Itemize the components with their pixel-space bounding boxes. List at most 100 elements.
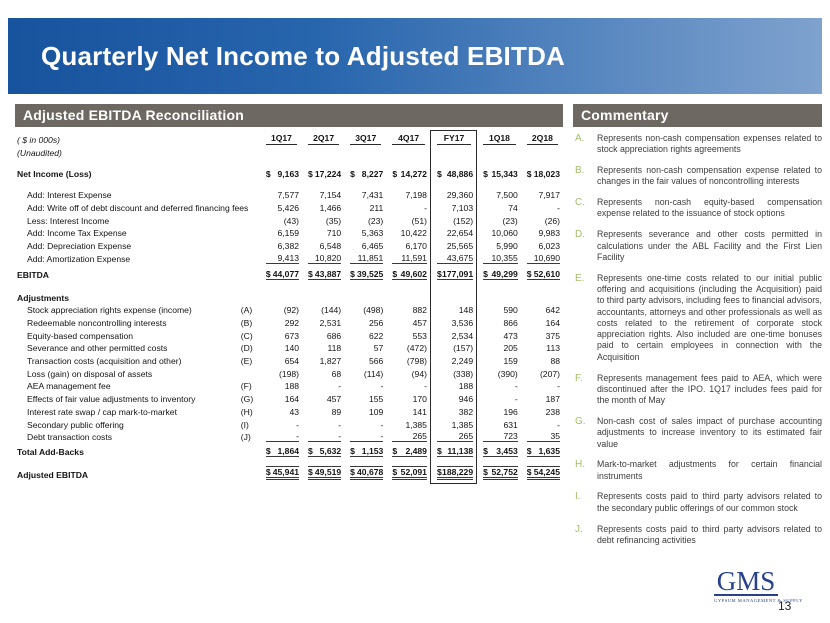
value-cell [344, 290, 386, 303]
value-cell: 6,548 [319, 240, 342, 251]
value-cell: (94) [411, 368, 427, 379]
commentary-section-header: Commentary [573, 104, 822, 127]
value-cell: 7,431 [361, 190, 384, 201]
dollar-sign: $ [308, 446, 313, 457]
value-cell: 673 [284, 330, 300, 341]
value-cell: 113 [546, 343, 560, 354]
row-label: Net Income (Loss) [17, 168, 92, 179]
value-cell: - [514, 394, 518, 405]
column-header: 4Q17 [386, 131, 430, 145]
value-cell: (198) [278, 368, 300, 379]
row-label: Severance and other permitted costs [27, 343, 168, 354]
row-label: Stock appreciation rights expense (incom… [27, 305, 192, 316]
reconciliation-section-header: Adjusted EBITDA Reconciliation [15, 104, 563, 127]
value-cell: 2,249 [429, 353, 478, 367]
table-row: EBITDA $44,077 $43,887 $39,525 $49,602 $177,0… [15, 263, 563, 280]
value-cell: 553 [412, 330, 427, 341]
page-number: 13 [778, 599, 792, 613]
dollar-sign: $ [265, 446, 271, 457]
column-header: FY17 [429, 130, 478, 145]
commentary-text: Represents non-cash equity-based compens… [597, 197, 822, 219]
value-cell: $49,602 [386, 264, 430, 280]
slide-title: Quarterly Net Income to Adjusted EBITDA [41, 40, 566, 71]
row-label: Redeemable noncontrolling interests [27, 318, 167, 328]
value-cell: 654 [284, 356, 300, 367]
value-cell: $45,941 [260, 465, 302, 481]
value-cell: - [514, 381, 518, 392]
value-cell: 148 [429, 302, 478, 316]
value-cell [260, 290, 302, 303]
dollar-sign: $ [436, 168, 442, 179]
value-text: 1,635 [538, 446, 560, 457]
value-cell: $52,610 [521, 264, 563, 280]
row-label: Effects of fair value adjustments to inv… [27, 394, 196, 405]
value-cell: 473 [503, 330, 518, 341]
value-cell: 566 [368, 356, 384, 367]
value-cell: 43 [289, 406, 300, 417]
commentary-item: E. Represents one-time costs related to o… [575, 273, 822, 363]
value-cell: $49,519 [302, 465, 344, 481]
value-cell: 7,103 [429, 200, 478, 213]
reconciliation-section-title: Adjusted EBITDA Reconciliation [23, 107, 244, 123]
value-cell: 866 [503, 318, 518, 328]
value-cell: (338) [429, 366, 478, 379]
value-cell: 631 [503, 419, 518, 430]
commentary-list: A. Represents non-cash compensation expen… [573, 133, 822, 546]
value-text: 39,525 [357, 268, 384, 279]
value-text: 18,023 [533, 168, 560, 179]
table-row: AEA management fee (F) 188- - -188- - [15, 378, 563, 392]
value-cell: 10,060 [491, 228, 518, 239]
commentary-item: A. Represents non-cash compensation expen… [575, 133, 822, 156]
value-cell: 265 [386, 430, 430, 443]
row-note [234, 251, 260, 264]
value-cell: (144) [321, 305, 342, 316]
value-cell: - [424, 202, 427, 213]
value-cell: 6,170 [405, 240, 427, 251]
value-cell: (35) [325, 215, 342, 226]
value-text: 11,138 [447, 446, 474, 457]
value-cell: - [557, 381, 560, 392]
commentary-item: G. Non-cash cost of sales impact of purch… [575, 416, 822, 450]
row-note: (E) [240, 356, 253, 367]
reconciliation-panel: Adjusted EBITDA Reconciliation ( $ in 00… [15, 104, 563, 484]
commentary-letter: C. [575, 197, 585, 209]
commentary-section-title: Commentary [581, 107, 669, 123]
value-text: 44,077 [272, 268, 300, 279]
value-cell: 11,591 [386, 251, 430, 264]
row-label: Total Add-Backs [17, 447, 84, 458]
value-cell: 622 [368, 330, 384, 341]
value-text: 52,091 [400, 467, 427, 478]
value-text: 5,632 [319, 446, 342, 457]
value-cell: 590 [503, 305, 518, 316]
value-cell: $52,091 [386, 465, 430, 481]
value-text: 9,163 [277, 168, 300, 179]
table-spacer-row [15, 457, 563, 466]
value-cell: $2,489 [386, 442, 430, 458]
value-cell: $1,153 [344, 442, 386, 458]
commentary-item: H. Mark-to-market adjustments for certain… [575, 459, 822, 482]
table-row: Transaction costs (acquisition and other… [15, 353, 563, 367]
value-cell: 196 [503, 406, 518, 417]
value-cell: 7,500 [496, 190, 518, 201]
row-label: Adjustments [17, 292, 70, 303]
value-cell: 164 [545, 318, 560, 328]
table-row: Secondary public offering (I) - - - 1,385 1,38… [15, 416, 563, 430]
value-text: 52,610 [533, 268, 560, 279]
value-cell: 89 [331, 406, 342, 417]
value-cell: $1,635 [521, 442, 563, 458]
commentary-text: Represents management fees paid to AEA, … [597, 372, 822, 406]
value-cell: $39,525 [344, 264, 386, 280]
row-note: (C) [240, 330, 253, 341]
value-cell: (23) [502, 215, 518, 226]
dollar-sign: $ [392, 467, 398, 478]
value-cell: 25,565 [429, 238, 478, 251]
table-spacer-row [15, 178, 563, 188]
value-cell: 382 [429, 404, 478, 417]
row-label: Interest rate swap / cap mark-to-market [27, 406, 177, 417]
value-cell: $52,752 [477, 465, 521, 481]
row-note: (G) [240, 394, 254, 405]
dollar-sign: $ [308, 168, 313, 179]
table-row: Add: Depreciation Expense 6,382 6,548 6,465… [15, 238, 563, 251]
commentary-letter: E. [575, 272, 585, 284]
value-cell: (23) [368, 215, 384, 226]
